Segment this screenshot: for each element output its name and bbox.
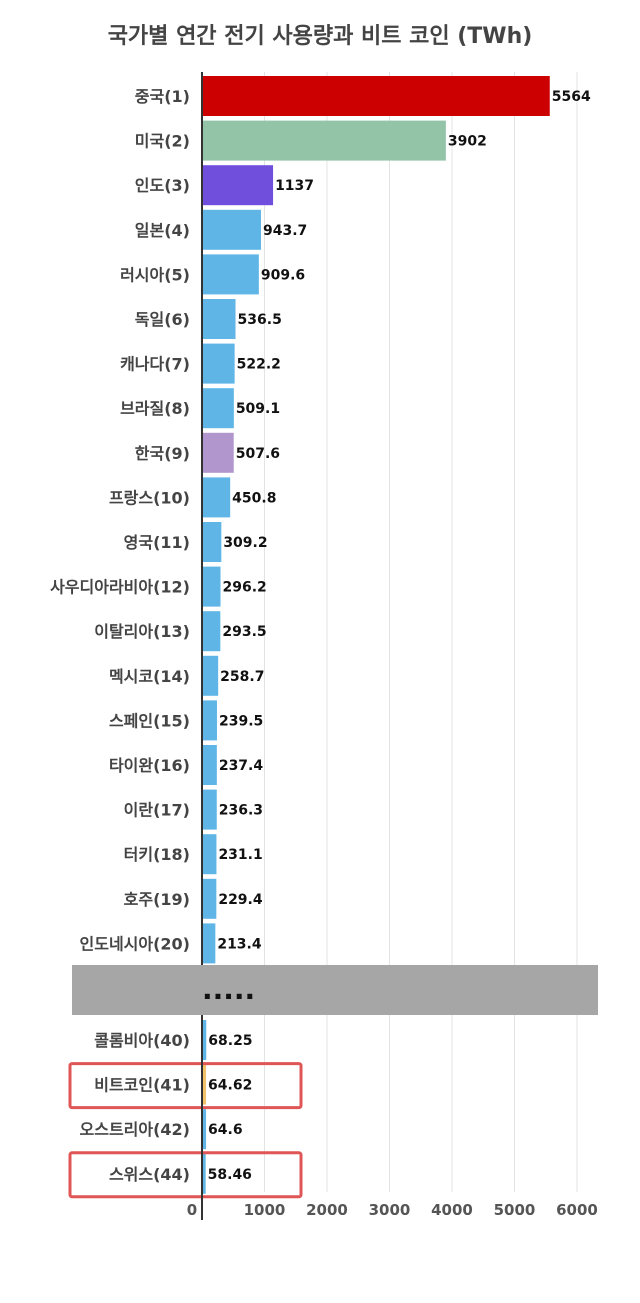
bars: 중국(1) 5564 미국(2) 3902 인도(3) 1137 일본(4) 943.7 러시아… (50, 76, 591, 1194)
bar (202, 165, 274, 206)
data-label: 309.2 (223, 535, 267, 551)
data-label: 450.8 (232, 490, 276, 506)
category-label: 스페인(15) (109, 711, 190, 730)
category-label: 캐나다(7) (120, 355, 190, 374)
chart-title: 국가별 연간 전기 사용량과 비트 코인 (TWh) (107, 24, 533, 49)
bar (202, 254, 259, 295)
tick-label: 3000 (369, 1201, 411, 1219)
bar (202, 388, 234, 429)
data-label: 943.7 (263, 223, 307, 239)
separator-band: ..... (72, 965, 598, 1015)
category-label: 중국(1) (135, 87, 190, 106)
category-label: 오스트리아(42) (80, 1120, 191, 1139)
data-label: 293.5 (222, 624, 266, 640)
category-label: 이란(17) (124, 801, 190, 820)
bar (202, 299, 236, 339)
data-label: 213.4 (217, 936, 262, 952)
category-label: 영국(11) (124, 533, 190, 552)
bar (202, 1109, 207, 1150)
category-label: 인도(3) (135, 176, 190, 195)
category-label: 호주(19) (124, 890, 190, 909)
data-label: 522.2 (237, 357, 281, 373)
category-label: 콜롬비아(40) (94, 1031, 190, 1050)
data-label: 68.25 (208, 1033, 252, 1049)
data-label: 507.6 (236, 446, 280, 462)
separator-band (72, 965, 598, 1015)
bar (202, 789, 217, 830)
data-label: 58.46 (208, 1167, 252, 1183)
data-label: 64.62 (208, 1078, 252, 1094)
bar (202, 1064, 207, 1105)
category-label: 터키(18) (124, 845, 190, 864)
data-label: 258.7 (220, 669, 264, 685)
tick-label: 0 (187, 1201, 197, 1219)
data-label: 64.6 (208, 1122, 243, 1138)
category-label: 미국(2) (135, 132, 190, 151)
highlight-box (68, 1062, 303, 1110)
bar (202, 878, 217, 919)
tick-label: 2000 (306, 1201, 348, 1219)
bar (202, 923, 216, 964)
category-label: 이탈리아(13) (94, 622, 190, 641)
highlight-boxes (68, 1062, 303, 1199)
data-label: 536.5 (238, 312, 282, 328)
tick-label: 5000 (494, 1201, 536, 1219)
tick-label: 4000 (431, 1201, 473, 1219)
category-label: 한국(9) (135, 444, 190, 463)
bar (202, 834, 217, 875)
bar (202, 745, 217, 785)
separator-label: ..... (202, 973, 255, 1006)
data-label: 229.4 (218, 892, 263, 908)
bar (202, 209, 261, 250)
bar (202, 120, 446, 161)
data-label: 237.4 (219, 758, 264, 774)
category-label: 브라질(8) (120, 399, 190, 418)
category-label: 일본(4) (135, 221, 190, 240)
bar (202, 1153, 206, 1194)
data-label: 909.6 (261, 267, 305, 283)
data-label: 5564 (552, 89, 591, 105)
tick-label: 6000 (556, 1201, 598, 1219)
bar (202, 655, 219, 696)
bar (202, 611, 221, 652)
data-label: 296.2 (223, 580, 267, 596)
gridlines (264, 72, 578, 1192)
data-label: 3902 (448, 134, 487, 150)
category-label: 타이완(16) (109, 756, 190, 775)
bar (202, 566, 221, 607)
category-label: 독일(6) (135, 310, 190, 329)
category-label: 비트코인(41) (94, 1076, 190, 1095)
data-label: 239.5 (219, 713, 263, 729)
bar (202, 432, 234, 473)
bar (202, 1020, 207, 1060)
x-tick-labels: 0 1000 2000 3000 4000 5000 6000 (187, 1201, 598, 1219)
category-label: 스위스(44) (109, 1165, 190, 1184)
data-label: 1137 (275, 178, 314, 194)
highlight-box (68, 1151, 303, 1199)
bar (202, 343, 235, 384)
bar (202, 477, 231, 518)
category-label: 인도네시아(20) (80, 934, 191, 953)
category-label: 사우디아라비아(12) (50, 578, 190, 597)
data-label: 509.1 (236, 401, 280, 417)
bar (202, 700, 217, 741)
bar (202, 76, 550, 116)
category-label: 러시아(5) (120, 265, 190, 284)
tick-label: 1000 (244, 1201, 286, 1219)
data-label: 231.1 (218, 847, 262, 863)
category-label: 멕시코(14) (109, 667, 190, 686)
data-label: 236.3 (219, 803, 263, 819)
category-label: 프랑스(10) (109, 488, 190, 507)
bar (202, 522, 222, 562)
